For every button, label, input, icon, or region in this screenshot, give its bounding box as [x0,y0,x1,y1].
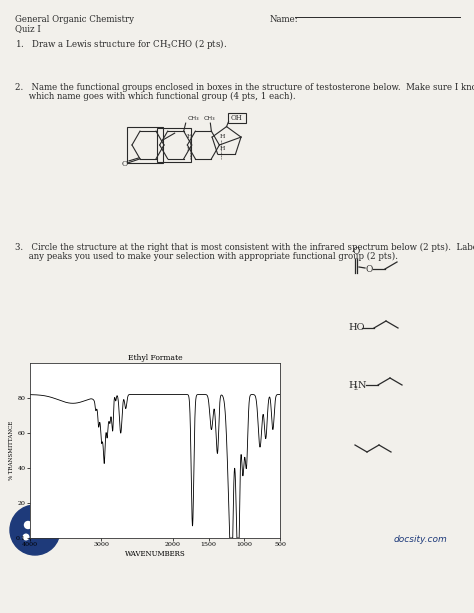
Text: H: H [348,381,356,389]
Text: N: N [358,381,366,389]
Circle shape [10,505,60,555]
Text: 2.   Name the functional groups enclosed in boxes in the structure of testostero: 2. Name the functional groups enclosed i… [15,83,474,92]
Text: Name:: Name: [270,15,299,24]
Text: H: H [187,134,192,139]
Circle shape [40,533,44,537]
Text: O: O [365,264,373,273]
Text: which name goes with which functional group (4 pts, 1 each).: which name goes with which functional gr… [15,92,296,101]
Text: OH: OH [231,113,242,121]
Text: CH₃: CH₃ [188,116,199,121]
Text: docsity.com: docsity.com [393,536,447,544]
Text: General Organic Chemistry: General Organic Chemistry [15,15,134,24]
Circle shape [33,529,37,533]
Text: 1.   Draw a Lewis structure for CH$_3$CHO (2 pts).: 1. Draw a Lewis structure for CH$_3$CHO … [15,37,227,51]
Text: O: O [122,160,128,168]
Text: CH₃: CH₃ [203,116,215,121]
Circle shape [25,522,31,528]
Text: H: H [219,146,225,151]
Text: O: O [352,247,360,256]
Bar [127,127,163,163]
Bar [228,113,246,123]
Circle shape [23,534,29,540]
Text: H: H [187,147,192,152]
X-axis label: WAVENUMBERS: WAVENUMBERS [125,550,185,558]
Y-axis label: % TRANSMITTANCE: % TRANSMITTANCE [9,421,14,480]
Bar [157,128,191,162]
Text: 2: 2 [354,386,358,390]
Title: Ethyl Formate: Ethyl Formate [128,354,182,362]
Text: H: H [219,134,225,139]
Circle shape [37,520,43,526]
Text: any peaks you used to make your selection with appropriate functional group (2 p: any peaks you used to make your selectio… [15,252,398,261]
Text: HO: HO [348,324,365,332]
Text: 3.   Circle the structure at the right that is most consistent with the infrared: 3. Circle the structure at the right tha… [15,243,474,252]
Text: Quiz I: Quiz I [15,24,41,33]
